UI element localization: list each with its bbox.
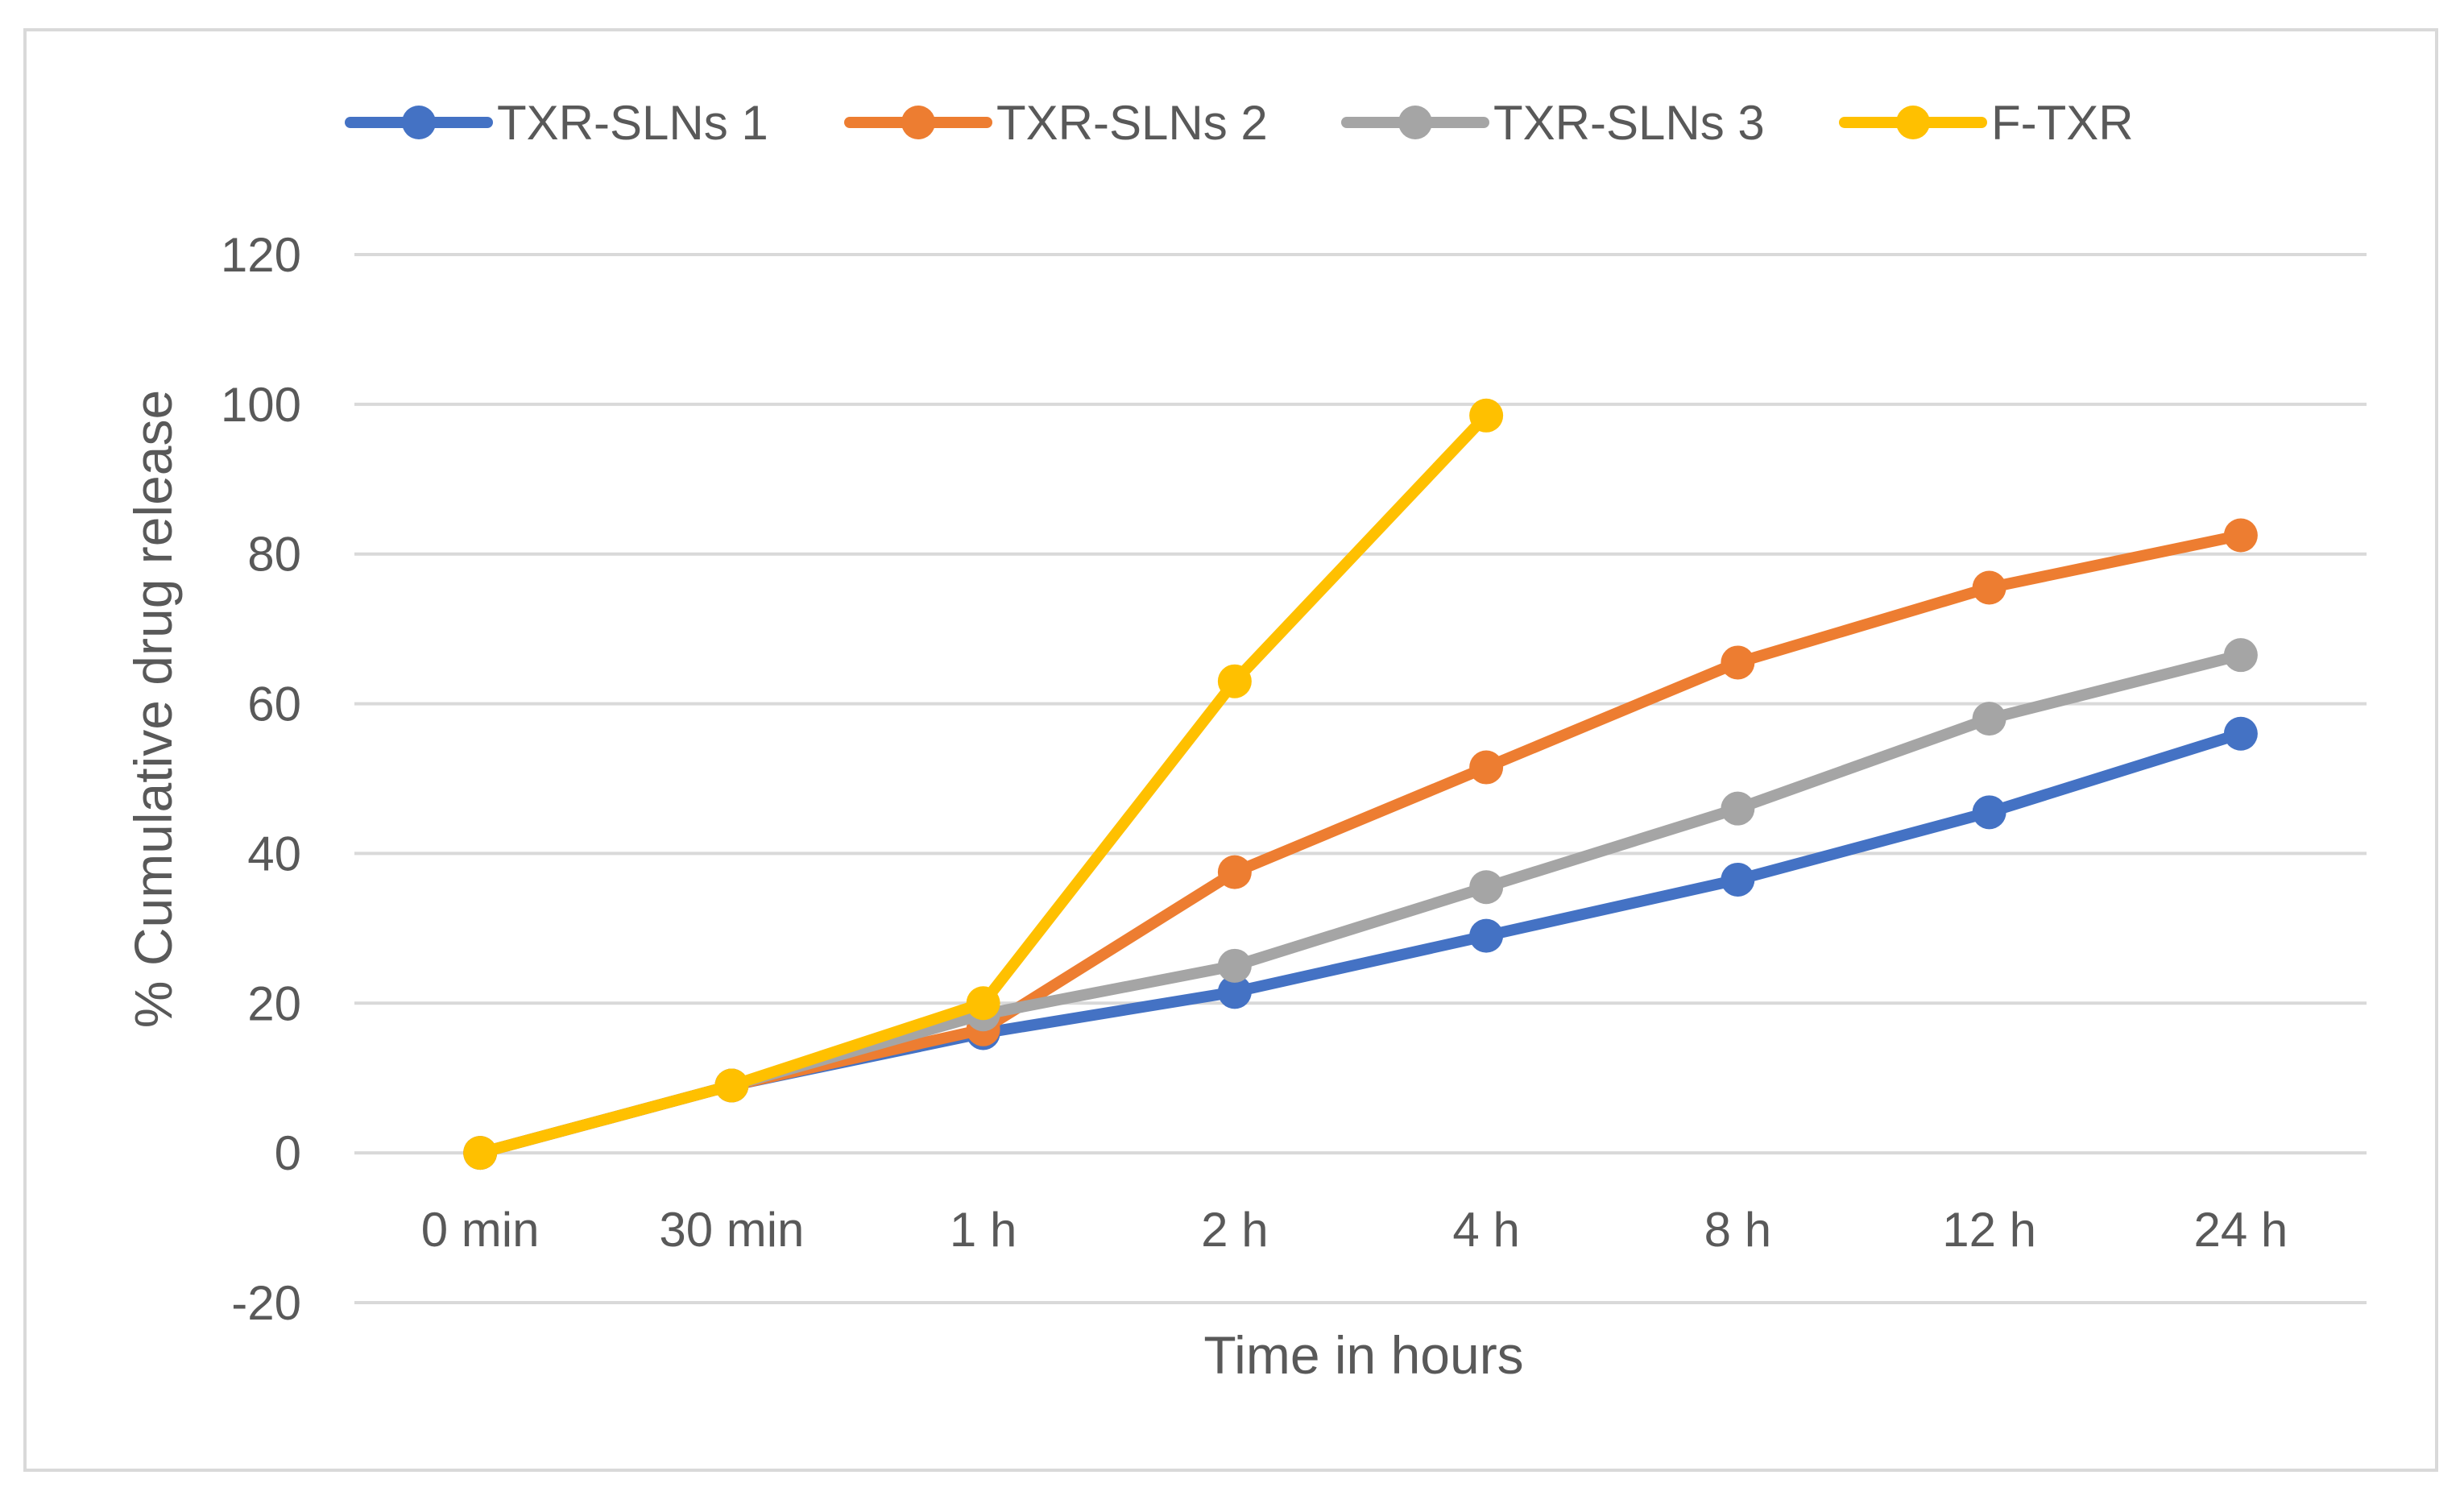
gridlines <box>354 253 2367 1304</box>
y-tick-label: 0 <box>275 1126 301 1180</box>
legend-entry-1: TXR-SLNs 2 <box>844 96 1268 150</box>
y-tick-label: 20 <box>247 976 301 1030</box>
x-tick-label: 2 h <box>1201 1203 1268 1257</box>
legend-swatch-marker <box>1398 106 1432 139</box>
legend-label: TXR-SLNs 1 <box>497 96 768 150</box>
x-tick-label: 30 min <box>659 1203 804 1257</box>
data-point <box>714 1068 749 1103</box>
data-point <box>1721 645 1755 680</box>
data-point <box>1972 570 2006 605</box>
y-tick-label: 40 <box>247 827 301 881</box>
legend-swatch-marker <box>402 106 436 139</box>
legend: TXR-SLNs 1 TXR-SLNs 2 TXR-SLNs 3 F-TXR <box>345 96 2134 150</box>
data-point <box>1721 862 1755 897</box>
data-point <box>1469 750 1504 785</box>
data-point <box>1217 948 1252 983</box>
legend-swatch-marker <box>901 106 935 139</box>
x-tick-label: 1 h <box>950 1203 1017 1257</box>
legend-entry-2: TXR-SLNs 3 <box>1341 96 1765 150</box>
y-axis-title: % Cumulative drug release <box>123 390 183 1028</box>
series-lines <box>463 398 2258 1171</box>
data-point <box>1721 791 1755 826</box>
x-axis-tick-labels: 0 min 30 min 1 h 2 h 4 h 8 h 12 h 24 h <box>421 1203 2288 1257</box>
y-tick-label: 120 <box>221 228 301 282</box>
x-tick-label: 12 h <box>1942 1203 2036 1257</box>
x-tick-label: 24 h <box>2193 1203 2288 1257</box>
x-tick-label: 8 h <box>1704 1203 1771 1257</box>
legend-swatch-marker <box>1896 106 1930 139</box>
data-point <box>2223 518 2258 553</box>
data-point <box>1217 975 1252 1009</box>
chart-frame <box>23 28 2438 1472</box>
legend-entry-0: TXR-SLNs 1 <box>345 96 768 150</box>
data-point <box>1217 855 1252 889</box>
data-point <box>1469 918 1504 953</box>
data-point <box>1469 870 1504 905</box>
y-tick-label: 100 <box>221 378 301 432</box>
x-axis-title: Time in hours <box>1203 1325 1523 1385</box>
data-point <box>1972 702 2006 736</box>
y-tick-label: -20 <box>231 1276 301 1330</box>
legend-label: F-TXR <box>1991 96 2134 150</box>
x-tick-label: 4 h <box>1452 1203 1519 1257</box>
data-point <box>463 1136 498 1171</box>
data-point <box>966 986 1000 1021</box>
data-point <box>1469 398 1504 433</box>
series-3 <box>463 398 1504 1171</box>
y-tick-label: 60 <box>247 677 301 731</box>
data-point <box>1217 664 1252 698</box>
data-point <box>2223 638 2258 673</box>
y-tick-label: 80 <box>247 528 301 582</box>
data-point <box>2223 716 2258 751</box>
legend-label: TXR-SLNs 3 <box>1493 96 1765 150</box>
y-axis-tick-labels: -20 0 20 40 60 80 100 120 <box>221 228 301 1330</box>
legend-entry-3: F-TXR <box>1839 96 2134 150</box>
data-point <box>1972 795 2006 830</box>
series-line <box>474 529 2247 1159</box>
legend-label: TXR-SLNs 2 <box>996 96 1268 150</box>
x-tick-label: 0 min <box>421 1203 540 1257</box>
